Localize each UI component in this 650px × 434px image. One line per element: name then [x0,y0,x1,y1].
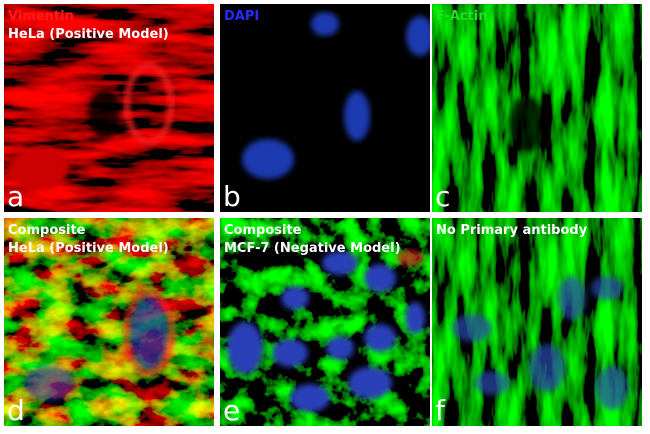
panel-letter: e [223,394,240,427]
label: MCF-7 (Negative Model) [224,241,401,256]
panel-letter: d [7,394,25,427]
panel-b: DAPI b [220,4,430,213]
label: Composite [8,223,86,238]
panel-f: No Primary antibody f [432,218,642,427]
label: DAPI [224,9,259,24]
panel-c: F-Actin c [432,4,642,213]
panel-letter: c [435,180,450,213]
label: HeLa (Positive Model) [8,241,169,256]
panel-e: Composite MCF-7 (Negative Model) e [220,218,430,427]
panel-d: Composite HeLa (Positive Model) d [4,218,214,427]
label: F-Actin [436,9,488,24]
label: No Primary antibody [436,223,588,238]
panel-letter: b [223,180,241,213]
panel-letter: a [7,180,24,213]
label: HeLa (Positive Model) [8,27,169,42]
label: Vimentin [8,9,74,24]
panel-a: Vimentin HeLa (Positive Model) a [4,4,214,213]
panel-letter: f [435,394,446,427]
label: Composite [224,223,302,238]
